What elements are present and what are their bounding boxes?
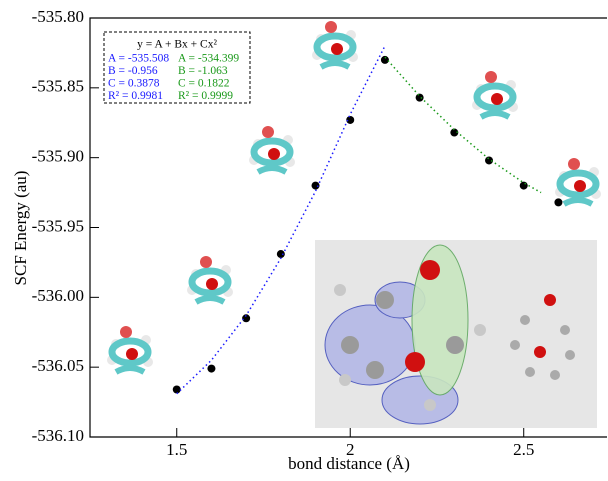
data-point [172, 385, 181, 394]
data-point [242, 314, 251, 323]
x-tick-label: 2.5 [513, 440, 534, 459]
data-point [485, 156, 494, 165]
data-point [207, 364, 216, 373]
data-point [519, 181, 528, 190]
data-point [380, 55, 389, 64]
fit-parameter: A = -535.508 [108, 53, 169, 65]
fit-parameter: R² = 0.9999 [178, 90, 233, 102]
x-tick-label: 2 [346, 440, 355, 459]
fit-parameter: R² = 0.9981 [108, 90, 163, 102]
y-tick-label: -535.85 [32, 77, 84, 96]
x-tick-label: 1.5 [166, 440, 187, 459]
fit-parameter: B = -1.063 [178, 65, 228, 77]
data-point [346, 115, 355, 124]
fit-curve [384, 56, 542, 194]
data-point [311, 181, 320, 190]
x-axis-label: bond distance (Å) [288, 454, 410, 473]
fit-parameter: A = -534.399 [178, 53, 239, 65]
y-axis-label: SCF Energy (au) [11, 171, 30, 286]
inset [315, 240, 597, 428]
y-tick-label: -536.00 [32, 286, 84, 305]
y-tick-label: -536.10 [32, 426, 84, 445]
fit-equation: y = A + Bx + Cx² [137, 39, 217, 51]
fit-box-frame [103, 31, 251, 104]
y-tick-label: -535.90 [32, 147, 84, 166]
y-tick-label: -535.80 [32, 7, 84, 26]
fit-curve [176, 45, 386, 395]
y-tick-label: -536.05 [32, 356, 84, 375]
data-point [276, 250, 285, 259]
data-point [415, 93, 424, 102]
fit-parameter: B = -0.956 [108, 65, 158, 77]
data-point [554, 198, 563, 207]
data-point [450, 128, 459, 137]
fit-parameter: C = 0.3878 [108, 78, 160, 90]
fit-parameter: C = 0.1822 [178, 78, 230, 90]
y-tick-label: -535.95 [32, 216, 84, 235]
